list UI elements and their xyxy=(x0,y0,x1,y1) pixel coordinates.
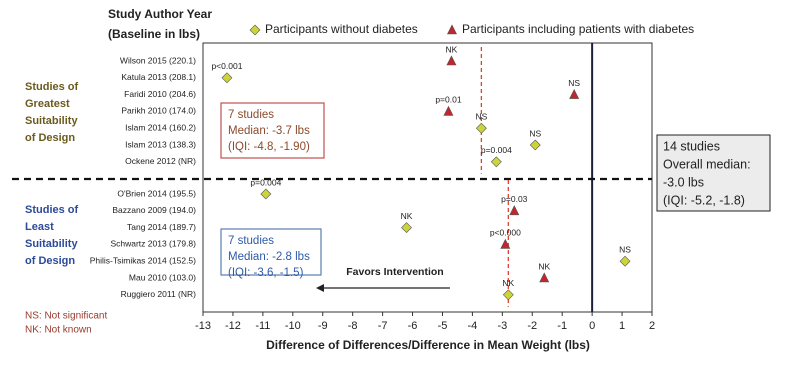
category-label: Faridi 2010 (204.6) xyxy=(124,89,196,99)
point-annotation: p=0.004 xyxy=(481,145,512,155)
data-point xyxy=(529,139,541,151)
x-tick-label: -12 xyxy=(225,320,241,332)
x-tick-label: -2 xyxy=(527,320,537,332)
point-annotation: NS xyxy=(529,128,541,138)
summary-text: 7 studies xyxy=(228,109,274,121)
x-tick-label: -9 xyxy=(318,320,328,332)
point-annotation: NS xyxy=(568,78,580,88)
legend-marker xyxy=(249,24,261,36)
category-label: Bazzano 2009 (194.0) xyxy=(112,205,196,215)
data-point xyxy=(401,222,412,234)
x-tick-label: -1 xyxy=(557,320,567,332)
group-label: Greatest xyxy=(25,98,70,110)
x-tick-label: -6 xyxy=(408,320,418,332)
summary-box xyxy=(220,228,322,276)
overall-text: 14 studies xyxy=(663,139,720,153)
category-label: Mau 2010 (103.0) xyxy=(129,272,196,282)
data-point xyxy=(619,255,631,267)
footnote: NS: Not significant xyxy=(25,311,107,322)
x-tick-label: -3 xyxy=(497,320,507,332)
data-point xyxy=(539,272,550,283)
category-label: Parikh 2010 (174.0) xyxy=(121,106,196,116)
x-tick-label: -4 xyxy=(468,320,478,332)
overall-box xyxy=(656,134,771,212)
data-point xyxy=(260,188,272,200)
category-label: Tang 2014 (189.7) xyxy=(127,222,196,232)
point-annotation: p<0.000 xyxy=(490,228,521,238)
legend-label: Participants including patients with dia… xyxy=(462,22,694,36)
group-label: Studies of xyxy=(25,81,79,93)
point-annotation: p=0.01 xyxy=(435,95,462,105)
x-tick-label: -7 xyxy=(378,320,388,332)
category-label: Ruggiero 2011 (NR) xyxy=(121,289,197,299)
x-tick-label: -10 xyxy=(285,320,301,332)
summary-text: (IQI: -3.6, -1.5) xyxy=(228,267,304,279)
data-point xyxy=(446,55,457,66)
arrow-label: Favors Intervention xyxy=(346,266,443,278)
summary-text: 7 studies xyxy=(228,235,274,247)
x-axis-title: Difference of Differences/Difference in … xyxy=(266,338,590,352)
x-tick-label: 1 xyxy=(619,320,625,332)
footnote: NK: Not known xyxy=(25,325,92,336)
arrow-head xyxy=(316,284,324,292)
point-annotation: NK xyxy=(446,44,458,54)
category-label: Islam 2013 (138.3) xyxy=(125,139,196,149)
group-label: of Design xyxy=(25,255,75,267)
category-label: O'Brien 2014 (195.5) xyxy=(117,188,196,198)
point-annotation: p=0.03 xyxy=(501,194,528,204)
overall-text: Overall median: xyxy=(663,157,751,171)
point-annotation: NK xyxy=(401,211,413,221)
summary-text: Median: -2.8 lbs xyxy=(228,251,310,263)
point-annotation: p<0.001 xyxy=(211,61,242,71)
data-point xyxy=(500,238,511,249)
data-point xyxy=(490,156,502,168)
category-label: Wilson 2015 (220.1) xyxy=(120,55,196,65)
group-label: of Design xyxy=(25,132,75,144)
point-annotation: p=0.004 xyxy=(250,177,281,187)
group-label: Suitability xyxy=(25,115,78,127)
data-point xyxy=(502,289,514,301)
category-label: Katula 2013 (208.1) xyxy=(121,72,196,82)
point-annotation: NK xyxy=(538,261,550,271)
overall-text: -3.0 lbs xyxy=(663,175,704,189)
category-label: Philis-Tsimikas 2014 (152.5) xyxy=(90,255,196,265)
summary-text: Median: -3.7 lbs xyxy=(228,125,310,137)
group-label: Suitability xyxy=(25,238,78,250)
point-annotation: NK xyxy=(502,278,514,288)
overall-text: (IQI: -5.2, -1.8) xyxy=(663,193,745,207)
data-point xyxy=(443,105,454,116)
category-label: Ockene 2012 (NR) xyxy=(125,156,196,166)
x-tick-label: -8 xyxy=(348,320,358,332)
plot-area xyxy=(202,42,653,313)
header: (Baseline in lbs) xyxy=(108,27,200,41)
x-tick-label: -5 xyxy=(438,320,448,332)
x-tick-label: 2 xyxy=(649,320,655,332)
category-label: Schwartz 2013 (179.8) xyxy=(110,239,196,249)
data-point xyxy=(221,72,233,84)
group-label: Least xyxy=(25,221,54,233)
data-point xyxy=(509,205,520,216)
legend-label: Participants without diabetes xyxy=(265,22,418,36)
point-annotation: NS xyxy=(475,111,487,121)
point-annotation: NS xyxy=(619,244,631,254)
header: Study Author Year xyxy=(108,7,212,21)
x-tick-label: -13 xyxy=(195,320,211,332)
x-tick-label: -11 xyxy=(255,320,270,332)
x-tick-label: 0 xyxy=(589,320,595,332)
data-point xyxy=(475,122,487,134)
category-label: Islam 2014 (160.2) xyxy=(125,122,196,132)
legend-marker xyxy=(447,24,457,35)
summary-box xyxy=(220,102,325,159)
summary-text: (IQI: -4.8, -1.90) xyxy=(228,141,310,153)
data-point xyxy=(569,88,580,99)
group-label: Studies of xyxy=(25,204,79,216)
